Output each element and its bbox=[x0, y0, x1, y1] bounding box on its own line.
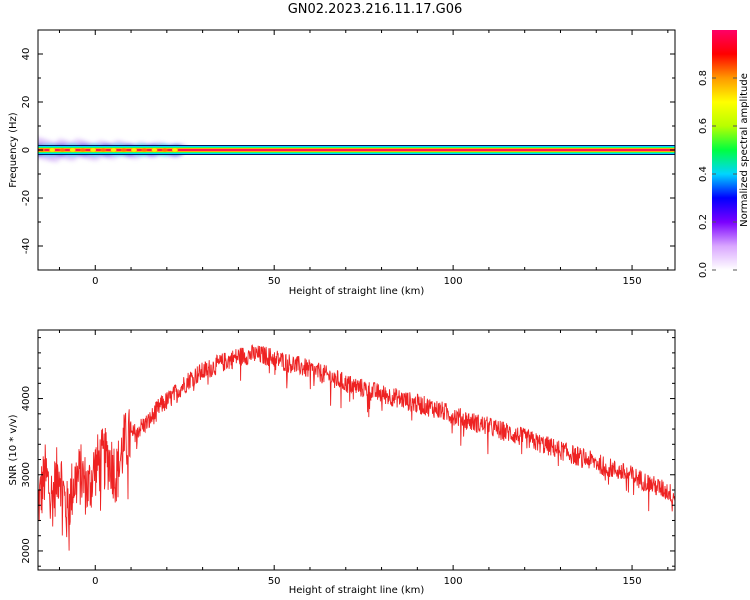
colorbar-tick-label: 0.4 bbox=[698, 166, 709, 182]
spectrogram-speckle bbox=[161, 148, 168, 152]
spectrogram-speckle bbox=[59, 148, 66, 152]
colorbar-tick-label: 0.8 bbox=[698, 70, 709, 86]
y-tick-label: 4000 bbox=[21, 386, 32, 411]
colorbar: 0.0 0.2 0.4 0.6 0.8 Normalized spectral ampl… bbox=[698, 30, 750, 278]
colorbar-ticks: 0.0 0.2 0.4 0.6 0.8 bbox=[698, 70, 737, 278]
snr-y-ticks: 2000 3000 4000 bbox=[21, 337, 675, 567]
y-tick-label: -40 bbox=[21, 238, 32, 254]
snr-frame bbox=[37, 329, 676, 571]
y-tick-label: 0 bbox=[21, 147, 32, 153]
spectrogram-speckle bbox=[151, 148, 158, 152]
y-tick-label: 3000 bbox=[21, 462, 32, 487]
spectrogram-energy bbox=[38, 137, 675, 163]
spectrogram-speckle bbox=[69, 148, 76, 152]
snr-plot-area bbox=[38, 330, 675, 570]
x-tick-label: 150 bbox=[623, 276, 642, 287]
spectrogram-x-ticks: 0 50 100 150 bbox=[58, 30, 669, 287]
snr-x-ticks: 0 50 100 150 bbox=[58, 330, 669, 587]
spectrogram-ridge-band bbox=[38, 149, 675, 151]
y-tick-label: 2000 bbox=[21, 538, 32, 563]
x-tick-label: 100 bbox=[444, 576, 463, 587]
y-tick-label: 20 bbox=[21, 96, 32, 109]
snr-panel: 0 50 100 150 2000 3000 4000 Height of straigh… bbox=[8, 329, 676, 596]
colorbar-gradient bbox=[712, 30, 737, 270]
spectrogram-speckle bbox=[79, 148, 86, 152]
spectrogram-speckle bbox=[120, 148, 127, 152]
x-tick-label: 150 bbox=[623, 576, 642, 587]
spectrogram-y-axis-label: Frequency (Hz) bbox=[8, 112, 19, 188]
snr-x-axis-label: Height of straight line (km) bbox=[289, 585, 425, 596]
y-tick-label: 40 bbox=[21, 48, 32, 61]
spectrogram-x-axis-label: Height of straight line (km) bbox=[289, 286, 425, 297]
snr-content bbox=[38, 344, 675, 551]
x-tick-label: 100 bbox=[444, 276, 463, 287]
colorbar-tick-label: 0.6 bbox=[698, 118, 709, 134]
colorbar-label: Normalized spectral amplitude bbox=[739, 73, 750, 227]
y-tick-label: -20 bbox=[21, 190, 32, 206]
spectrogram-y-ticks: -40 -20 0 20 40 bbox=[21, 29, 675, 271]
spectrogram-speckle bbox=[110, 148, 117, 152]
x-tick-label: 0 bbox=[92, 276, 98, 287]
snr-y-axis-label: SNR (10 * v/v) bbox=[8, 414, 19, 485]
spectrogram-speckle bbox=[100, 148, 107, 152]
spectrogram-panel: 0 50 100 150 -40 -20 0 20 40 Height of straight… bbox=[8, 29, 676, 297]
figure-title: GN02.2023.216.11.17.G06 bbox=[287, 2, 463, 17]
x-tick-label: 50 bbox=[268, 276, 281, 287]
x-tick-label: 50 bbox=[268, 576, 281, 587]
colorbar-tick-label: 0.2 bbox=[698, 214, 709, 230]
spectrogram-speckle bbox=[49, 148, 56, 152]
snr-series-line bbox=[38, 344, 675, 551]
spectrogram-speckle bbox=[141, 148, 148, 152]
spectrogram-speckle bbox=[171, 148, 178, 152]
spectrogram-content bbox=[38, 137, 675, 163]
colorbar-tick-label: 0.0 bbox=[698, 262, 709, 278]
x-tick-label: 0 bbox=[92, 576, 98, 587]
spectrogram-speckle bbox=[90, 148, 97, 152]
spectrogram-speckle bbox=[131, 148, 138, 152]
